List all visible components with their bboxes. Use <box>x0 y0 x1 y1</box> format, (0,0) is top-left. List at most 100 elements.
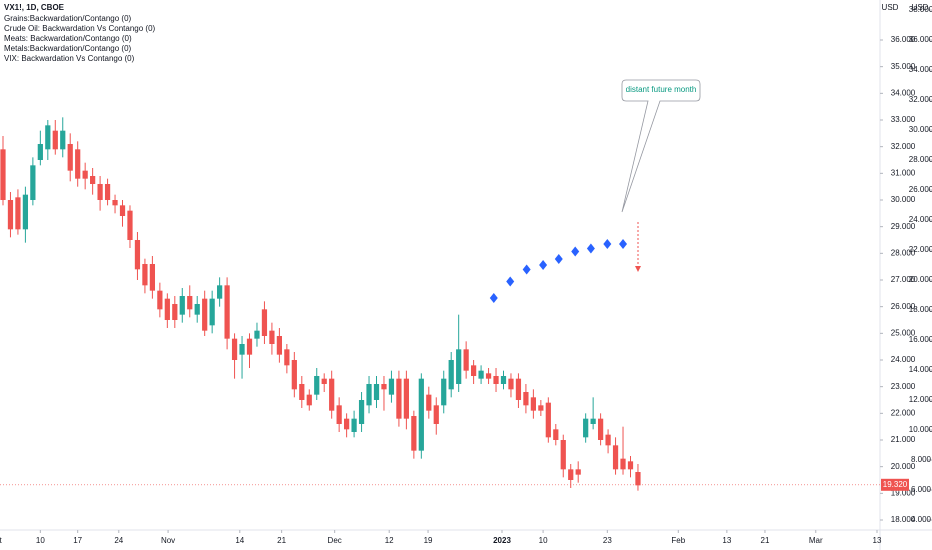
candle-body <box>575 469 581 475</box>
candle-body <box>388 378 395 395</box>
candle-body <box>30 165 36 200</box>
candle-body <box>97 184 103 200</box>
candle-body <box>426 394 432 411</box>
y2-tick-label: 6.000 <box>911 485 932 494</box>
candle-body <box>515 378 522 400</box>
candle-body <box>104 184 111 200</box>
x-tick-label: 17 <box>73 536 82 545</box>
x-tick-label: Dec <box>328 536 342 545</box>
last-price-box <box>881 478 909 491</box>
diamond-marker <box>539 260 548 270</box>
y-tick-label: 34.000 <box>891 88 916 97</box>
diamond-marker <box>586 243 595 254</box>
y-tick-label: 36.000 <box>891 35 916 44</box>
candle-body <box>523 392 529 406</box>
legend-line: VIX: Backwardation Vs Contango (0) <box>4 54 135 63</box>
candle-body <box>411 416 417 451</box>
candle-body <box>112 200 118 206</box>
candle-body <box>441 378 447 406</box>
y-tick-label: 29.000 <box>891 222 916 231</box>
y2-tick-label: 22.000 <box>909 245 932 254</box>
candle-body <box>403 378 409 419</box>
candle-body <box>448 360 454 390</box>
candle-body <box>627 461 634 470</box>
y-tick-label: 27.000 <box>891 275 916 284</box>
candle-body <box>269 330 275 344</box>
candle-body <box>590 418 596 424</box>
y2-tick-label: 26.000 <box>909 185 932 194</box>
y2-tick-label: 10.000 <box>909 425 932 434</box>
y2-tick-label: 28.000 <box>909 155 932 164</box>
candle-body <box>500 376 507 384</box>
y2-tick-label: 32.000 <box>909 95 932 104</box>
candle-body <box>254 330 260 339</box>
candle-body <box>7 200 14 230</box>
candle-body <box>605 434 611 446</box>
candle-body <box>597 418 604 440</box>
y-tick-label: 32.000 <box>891 142 916 151</box>
y2-tick-label: 18.000 <box>909 305 932 314</box>
x-tick-label: 13 <box>722 536 731 545</box>
indicator-arrow <box>635 222 641 272</box>
y-tick-label: 22.000 <box>891 408 916 417</box>
x-tick-label: 23 <box>603 536 612 545</box>
y2-tick-label: 4.000 <box>911 515 932 524</box>
candle-body <box>172 304 178 320</box>
candle-body <box>119 205 126 216</box>
candle-body <box>284 349 290 366</box>
candle-body <box>239 344 245 355</box>
y-tick-label: 20.000 <box>891 462 916 471</box>
candle-body <box>134 240 141 270</box>
candle-body <box>321 378 327 384</box>
candle-body <box>224 285 230 339</box>
candle-body <box>209 298 215 326</box>
candle-body <box>157 290 163 310</box>
x-tick-label: 21 <box>277 536 286 545</box>
candle-body <box>493 376 499 384</box>
candle-body <box>560 440 566 470</box>
x-tick-label: 13 <box>873 536 882 545</box>
candle-body <box>179 296 185 315</box>
arrow-head <box>635 266 641 272</box>
candle-body <box>612 445 619 470</box>
candle-body <box>471 365 477 376</box>
candle-body <box>67 144 73 171</box>
y-tick-label: 24.000 <box>891 355 916 364</box>
candle-body <box>37 144 43 160</box>
candle-body <box>344 418 350 430</box>
candle-body <box>373 384 380 400</box>
candle-body <box>456 349 462 384</box>
candle-body <box>22 194 29 230</box>
y2-tick-label: 38.000 <box>909 5 932 14</box>
candle-body <box>530 397 536 411</box>
candle-body <box>246 338 253 355</box>
y-tick-label: 33.000 <box>891 115 916 124</box>
y2-tick-label: 24.000 <box>909 215 932 224</box>
candle-body <box>620 458 626 470</box>
candle-body <box>231 338 238 360</box>
y2-tick-label: 34.000 <box>909 65 932 74</box>
x-tick-label: 2023 <box>493 536 511 545</box>
candle-body <box>485 373 492 379</box>
y-tick-label: 21.000 <box>891 435 916 444</box>
candle-body <box>329 378 335 411</box>
candle-body <box>583 418 589 438</box>
x-tick-label: Mar <box>809 536 823 545</box>
diamond-marker <box>554 254 563 265</box>
candle-body <box>568 469 574 480</box>
candle-body <box>508 378 514 390</box>
currency-label: USD <box>882 3 899 12</box>
diamond-marker <box>603 239 612 250</box>
candle-body <box>553 429 559 440</box>
y2-tick-label: 20.000 <box>909 275 932 284</box>
diamond-marker <box>571 246 580 257</box>
candle-body <box>314 376 320 395</box>
x-tick-label: 12 <box>385 536 394 545</box>
candle-body <box>299 384 305 400</box>
x-tick-label: Oct <box>0 536 3 545</box>
legend-line: Crude Oil: Backwardation Vs Contango (0) <box>4 24 156 33</box>
candle-body <box>127 210 133 240</box>
candle-body <box>149 264 156 291</box>
